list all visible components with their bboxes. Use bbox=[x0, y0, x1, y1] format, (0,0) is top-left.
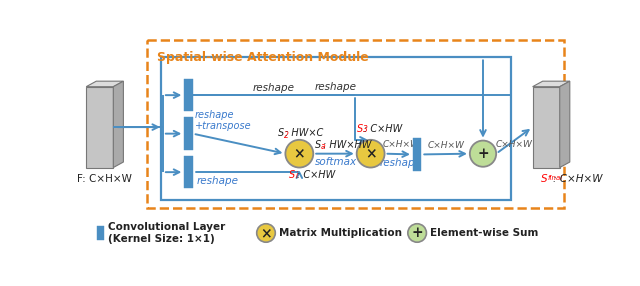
Text: Convolutional Layer
(Kernel Size: 1×1): Convolutional Layer (Kernel Size: 1×1) bbox=[108, 222, 225, 244]
Text: C×H×W: C×H×W bbox=[496, 140, 533, 149]
Text: a: a bbox=[321, 142, 326, 151]
Polygon shape bbox=[86, 87, 113, 168]
Polygon shape bbox=[113, 81, 124, 168]
Text: Element-wise Sum: Element-wise Sum bbox=[430, 228, 539, 238]
Text: F: C×H×W: F: C×H×W bbox=[77, 174, 132, 184]
Text: +: + bbox=[412, 226, 423, 240]
Text: i: i bbox=[296, 171, 298, 180]
Text: S: S bbox=[315, 140, 321, 150]
Circle shape bbox=[285, 140, 313, 168]
Text: ×: × bbox=[294, 147, 305, 161]
Text: S: S bbox=[356, 124, 363, 134]
Circle shape bbox=[470, 141, 496, 167]
Text: reshape: reshape bbox=[253, 83, 295, 93]
Text: S: S bbox=[541, 174, 547, 184]
Text: : C×HW: : C×HW bbox=[364, 124, 403, 134]
Text: Spatial-wise Attention Module: Spatial-wise Attention Module bbox=[157, 51, 369, 64]
Polygon shape bbox=[532, 81, 570, 87]
Bar bbox=[184, 156, 193, 188]
Bar bbox=[97, 226, 104, 240]
Circle shape bbox=[257, 224, 275, 242]
Text: reshape: reshape bbox=[196, 176, 239, 186]
Bar bbox=[184, 79, 193, 111]
Circle shape bbox=[408, 224, 426, 242]
Text: ×: × bbox=[365, 147, 376, 161]
Text: : HW×C: : HW×C bbox=[285, 128, 324, 138]
Text: 3: 3 bbox=[363, 126, 368, 134]
Text: C×H×W: C×H×W bbox=[383, 140, 419, 149]
Text: S: S bbox=[278, 128, 284, 138]
Polygon shape bbox=[86, 81, 124, 87]
Text: : C×H×W: : C×H×W bbox=[553, 174, 602, 184]
Bar bbox=[184, 118, 193, 150]
Text: +: + bbox=[477, 147, 489, 161]
Text: : C×HW: : C×HW bbox=[297, 170, 335, 180]
Polygon shape bbox=[560, 81, 570, 168]
Polygon shape bbox=[532, 87, 560, 168]
Text: final: final bbox=[547, 175, 563, 181]
Text: Matrix Multiplication: Matrix Multiplication bbox=[279, 228, 402, 238]
Circle shape bbox=[356, 140, 385, 168]
Text: S: S bbox=[289, 170, 296, 180]
Text: reshape
+transpose: reshape +transpose bbox=[195, 110, 252, 131]
Text: 2: 2 bbox=[284, 131, 289, 140]
Text: : HW×HW: : HW×HW bbox=[323, 140, 372, 150]
Text: reshape: reshape bbox=[380, 158, 422, 168]
Text: softmax: softmax bbox=[315, 157, 357, 167]
Bar bbox=[413, 138, 421, 171]
Text: C×H×W: C×H×W bbox=[427, 141, 464, 150]
Text: reshape: reshape bbox=[314, 82, 356, 92]
Text: ×: × bbox=[260, 226, 272, 240]
